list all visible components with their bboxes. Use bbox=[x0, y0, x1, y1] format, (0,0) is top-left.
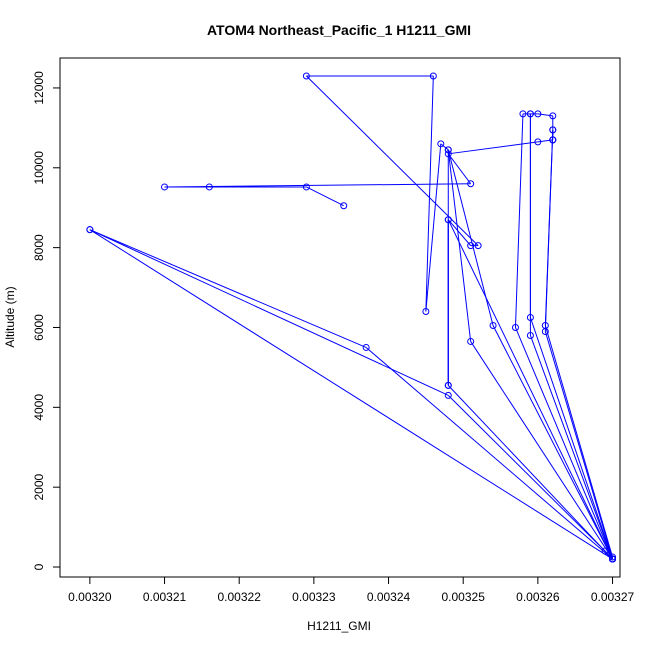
series-segment bbox=[89, 229, 449, 396]
y-tick-label: 0 bbox=[32, 563, 46, 570]
data-point bbox=[302, 183, 310, 191]
data-point bbox=[422, 308, 430, 316]
data-point bbox=[161, 183, 169, 191]
series-segment bbox=[447, 149, 472, 342]
data-point bbox=[474, 242, 482, 250]
series-lines bbox=[89, 75, 614, 560]
x-tick-label: 0.00322 bbox=[218, 590, 262, 604]
data-point bbox=[541, 327, 549, 335]
x-tick-label: 0.00323 bbox=[292, 590, 336, 604]
y-tick-label: 4000 bbox=[32, 394, 46, 421]
data-point bbox=[609, 553, 617, 561]
data-point bbox=[444, 146, 452, 154]
y-tick-label: 12000 bbox=[32, 71, 46, 105]
x-tick-label: 0.00326 bbox=[516, 590, 560, 604]
data-point bbox=[549, 126, 557, 134]
y-axis-label: Altitude (m) bbox=[3, 286, 17, 347]
series-segment bbox=[544, 331, 614, 560]
data-point bbox=[609, 555, 617, 563]
y-tick-label: 6000 bbox=[32, 314, 46, 341]
y-tick-label: 8000 bbox=[32, 234, 46, 261]
series-segment bbox=[447, 385, 613, 560]
y-tick-label: 2000 bbox=[32, 474, 46, 501]
y-axis: 0 2000 4000 6000 8000 10000 12000 bbox=[32, 71, 61, 570]
data-point bbox=[444, 150, 452, 158]
data-point bbox=[534, 110, 542, 118]
series-segment bbox=[492, 325, 613, 560]
series-segment bbox=[425, 143, 442, 312]
data-point bbox=[511, 323, 519, 331]
x-tick-label: 0.00321 bbox=[143, 590, 187, 604]
series-segment bbox=[89, 229, 613, 560]
x-axis-label: H1211_GMI bbox=[307, 619, 371, 633]
data-point bbox=[205, 183, 213, 191]
data-point bbox=[526, 314, 534, 321]
data-point bbox=[429, 72, 437, 80]
data-point bbox=[489, 321, 497, 329]
data-point bbox=[601, 547, 609, 555]
series-segment bbox=[425, 75, 434, 312]
series-segment bbox=[440, 143, 449, 151]
x-tick-label: 0.00325 bbox=[442, 590, 486, 604]
data-point bbox=[444, 381, 452, 389]
series-segment bbox=[365, 347, 613, 560]
data-point bbox=[437, 140, 445, 148]
series-segment bbox=[447, 153, 472, 185]
series-segment bbox=[447, 219, 613, 560]
series-segment bbox=[544, 129, 554, 332]
data-point bbox=[467, 242, 475, 250]
data-point bbox=[86, 226, 94, 234]
chart-title: ATOM4 Northeast_Pacific_1 H1211_GMI bbox=[207, 22, 471, 38]
data-point bbox=[549, 112, 557, 120]
data-point bbox=[362, 343, 370, 351]
x-tick-label: 0.00327 bbox=[591, 590, 635, 604]
series-segment bbox=[306, 75, 479, 246]
x-tick-label: 0.00324 bbox=[367, 590, 411, 604]
data-point bbox=[302, 72, 310, 80]
data-point bbox=[526, 331, 534, 339]
series-segment bbox=[470, 341, 613, 560]
series-segment bbox=[515, 327, 613, 560]
series-segment bbox=[89, 229, 367, 348]
series-segment bbox=[447, 394, 606, 552]
data-point bbox=[340, 202, 348, 210]
data-point bbox=[534, 138, 542, 146]
series-segment bbox=[514, 113, 524, 328]
data-point bbox=[526, 110, 534, 118]
data-point bbox=[467, 180, 475, 188]
series-segment bbox=[164, 183, 471, 188]
x-tick-label: 0.00320 bbox=[68, 590, 112, 604]
data-point bbox=[467, 337, 475, 345]
series-segment bbox=[529, 335, 614, 560]
data-point bbox=[444, 391, 452, 399]
series-points bbox=[86, 72, 617, 563]
x-axis: 0.00320 0.00321 0.00322 0.00323 0.00324 0.003… bbox=[68, 576, 635, 604]
series-segment bbox=[529, 317, 614, 560]
series-segment bbox=[447, 219, 472, 246]
series-segment bbox=[448, 141, 538, 155]
series-segment bbox=[306, 186, 344, 207]
data-point bbox=[519, 110, 527, 118]
y-tick-label: 10000 bbox=[32, 151, 46, 185]
data-point bbox=[549, 136, 557, 144]
series-segment bbox=[544, 325, 614, 558]
plot-area bbox=[59, 57, 621, 578]
data-point bbox=[444, 216, 452, 224]
